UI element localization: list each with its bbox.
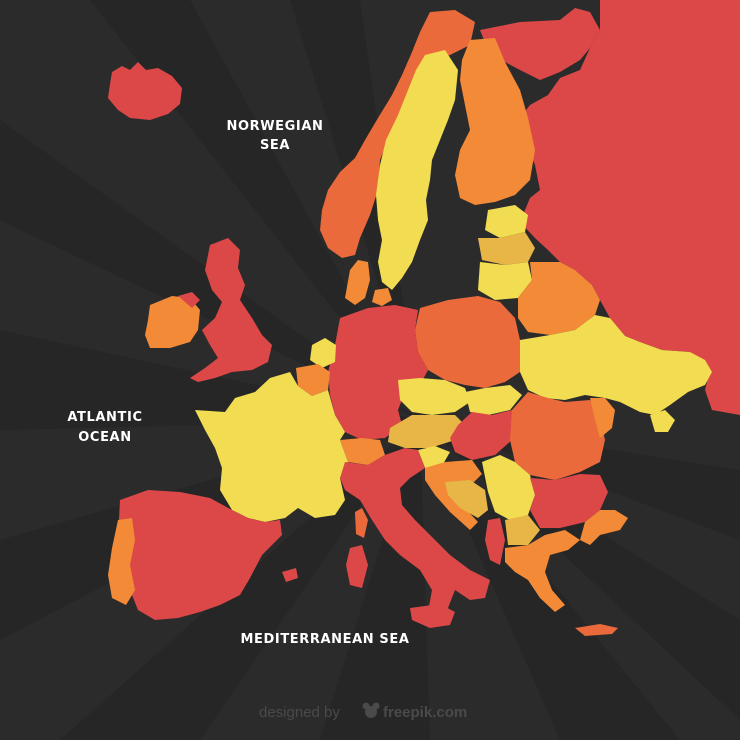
- country-germany: [328, 305, 428, 440]
- country-belarus: [518, 262, 600, 335]
- country-italy: [340, 448, 490, 622]
- mediterranean-sea-label: MEDITERRANEAN SEA: [240, 632, 409, 647]
- attribution-designed-by: designed by: [259, 704, 340, 721]
- island-sardinia: [346, 545, 368, 588]
- attribution-brand: freepik.com: [383, 704, 467, 721]
- country-serbia: [482, 455, 535, 520]
- atlantic-ocean-label-line1: ATLANTIC: [67, 410, 142, 425]
- country-belgium: [296, 364, 330, 396]
- norwegian-sea-label-line1: NORWEGIAN: [226, 119, 323, 134]
- country-austria: [388, 415, 465, 448]
- country-switzerland: [340, 438, 385, 465]
- country-romania: [510, 392, 605, 480]
- country-slovakia: [465, 385, 522, 415]
- country-northern-ireland: [178, 292, 200, 308]
- country-sweden: [376, 50, 458, 290]
- country-bulgaria: [530, 474, 608, 528]
- country-ukraine: [520, 315, 712, 415]
- country-france: [195, 372, 348, 522]
- country-netherlands: [310, 338, 336, 368]
- island-corsica: [355, 508, 368, 538]
- country-macedonia: [505, 515, 540, 545]
- country-ireland: [145, 296, 200, 348]
- country-moldova: [590, 398, 615, 438]
- country-ukraine-crimea: [650, 410, 675, 432]
- country-latvia: [478, 232, 535, 265]
- country-spain: [118, 490, 282, 620]
- island-sicily: [410, 604, 455, 628]
- country-poland: [415, 296, 520, 388]
- freepik-logo-icon: [362, 702, 380, 718]
- island-balearic: [282, 568, 298, 582]
- country-denmark: [345, 260, 370, 305]
- country-estonia: [485, 205, 528, 238]
- attribution: designed by freepik.com: [259, 702, 467, 721]
- country-hungary: [450, 410, 522, 460]
- country-greece: [505, 530, 580, 612]
- country-albania: [485, 518, 505, 565]
- country-bosnia: [445, 480, 488, 518]
- country-united-kingdom: [190, 238, 272, 382]
- country-russia: [520, 0, 740, 415]
- country-slovenia: [418, 446, 450, 468]
- norwegian-sea-label-line2: SEA: [260, 138, 290, 153]
- country-norway: [320, 10, 475, 258]
- country-portugal: [108, 518, 135, 605]
- country-lithuania: [478, 262, 532, 300]
- country-denmark-islands: [372, 288, 392, 306]
- island-crete: [575, 624, 618, 636]
- atlantic-ocean-label-line2: OCEAN: [78, 430, 131, 445]
- country-finland: [455, 38, 535, 205]
- country-russia-kola: [480, 8, 600, 80]
- country-iceland: [108, 62, 182, 120]
- country-czech-republic: [398, 378, 470, 415]
- country-turkey: [580, 510, 628, 545]
